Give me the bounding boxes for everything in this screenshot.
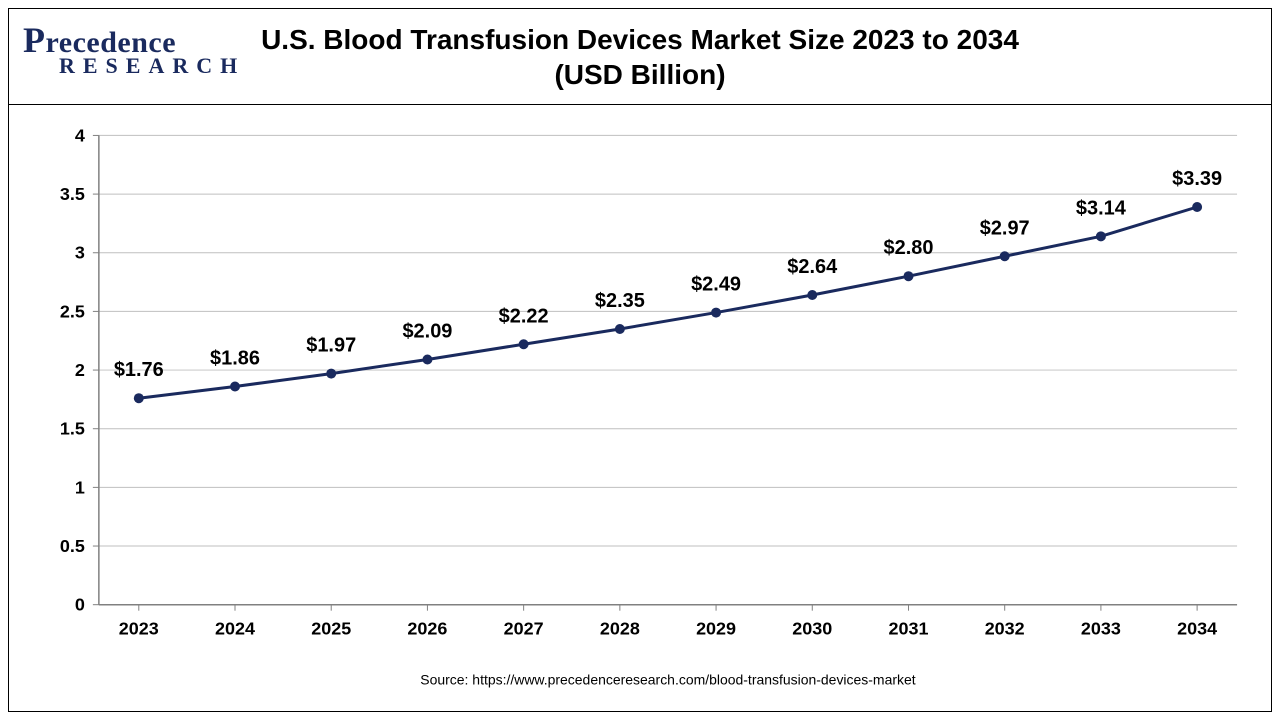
svg-text:2028: 2028 [600, 619, 640, 639]
svg-text:$2.22: $2.22 [499, 305, 549, 327]
svg-text:Source: https://www.precedence: Source: https://www.precedenceresearch.c… [420, 672, 915, 688]
svg-text:$2.80: $2.80 [884, 237, 934, 259]
svg-text:3.5: 3.5 [60, 184, 85, 204]
svg-text:$2.64: $2.64 [787, 256, 837, 278]
svg-text:2033: 2033 [1081, 619, 1121, 639]
svg-text:$1.76: $1.76 [114, 359, 164, 381]
chart-frame: Precedence RESEARCH U.S. Blood Transfusi… [8, 8, 1272, 712]
svg-text:1.5: 1.5 [60, 419, 85, 439]
plot-region: 0 0.5 1 1.5 2 2.5 3 3.5 4 2023 2024 2025 2026 2027 202… [9, 105, 1271, 713]
svg-text:$1.97: $1.97 [306, 335, 356, 357]
svg-text:2024: 2024 [215, 619, 255, 639]
svg-text:$3.39: $3.39 [1172, 168, 1222, 190]
svg-text:$1.86: $1.86 [210, 348, 260, 370]
svg-text:2027: 2027 [504, 619, 544, 639]
svg-text:$3.14: $3.14 [1076, 197, 1126, 219]
svg-text:0.5: 0.5 [60, 536, 85, 556]
svg-text:0: 0 [75, 595, 85, 615]
svg-text:2030: 2030 [792, 619, 832, 639]
line-chart: 0 0.5 1 1.5 2 2.5 3 3.5 4 2023 2024 2025 2026 2027 202… [9, 105, 1271, 713]
svg-text:2029: 2029 [696, 619, 736, 639]
svg-text:3: 3 [75, 243, 85, 263]
title-bar: Precedence RESEARCH U.S. Blood Transfusi… [9, 9, 1271, 105]
svg-text:2.5: 2.5 [60, 301, 85, 321]
svg-text:2: 2 [75, 360, 85, 380]
svg-text:$2.97: $2.97 [980, 217, 1030, 239]
svg-text:2023: 2023 [119, 619, 159, 639]
svg-text:$2.35: $2.35 [595, 290, 645, 312]
svg-text:4: 4 [75, 125, 85, 145]
svg-text:2025: 2025 [311, 619, 351, 639]
logo-prefix: P [23, 20, 46, 60]
svg-text:2034: 2034 [1177, 619, 1217, 639]
svg-text:$2.49: $2.49 [691, 274, 741, 296]
svg-text:$2.09: $2.09 [402, 321, 452, 343]
svg-text:2032: 2032 [985, 619, 1025, 639]
svg-text:2026: 2026 [407, 619, 447, 639]
logo-sub: RESEARCH [59, 56, 245, 77]
svg-text:2031: 2031 [888, 619, 928, 639]
brand-logo: Precedence RESEARCH [23, 23, 245, 76]
svg-text:1: 1 [75, 477, 85, 497]
